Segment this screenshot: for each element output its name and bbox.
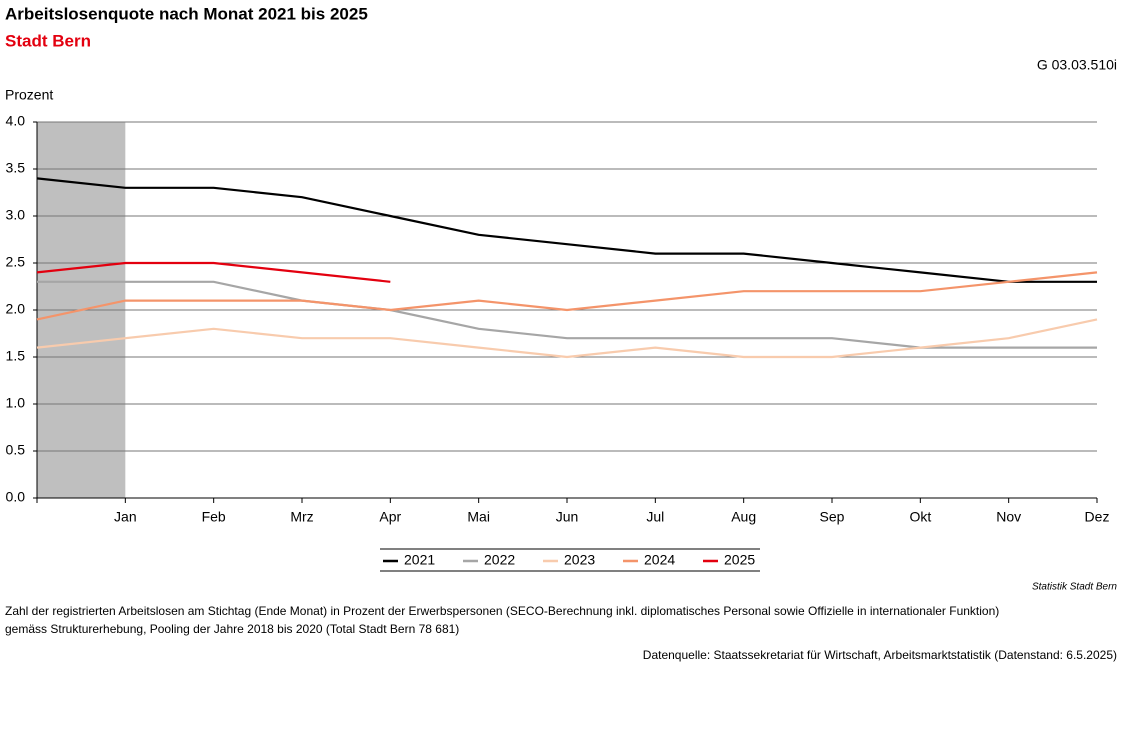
legend-label: 2022 (484, 552, 515, 568)
series-line (36, 318, 1098, 359)
x-tick-label: Mrz (290, 509, 313, 525)
x-tick-label: Okt (909, 509, 931, 525)
y-tick-label: 3.0 (6, 207, 26, 223)
chart-title: Arbeitslosenquote nach Monat 2021 bis 20… (5, 4, 368, 23)
x-tick-label: Nov (996, 509, 1021, 525)
legend-label: 2021 (404, 552, 435, 568)
x-tick-label: Sep (820, 509, 845, 525)
y-axis-label: Prozent (5, 87, 53, 103)
series-line (36, 177, 1097, 283)
y-tick-label: 3.5 (6, 160, 26, 176)
y-tick-label: 0.5 (6, 442, 26, 458)
footnote: Zahl der registrierten Arbeitslosen am S… (5, 604, 999, 618)
credit: Statistik Stadt Bern (1032, 582, 1117, 593)
y-tick-label: 0.0 (6, 489, 26, 505)
chart-code: G 03.03.510i (1037, 57, 1117, 73)
y-tick-label: 2.0 (6, 301, 26, 317)
chart-subtitle: Stadt Bern (5, 31, 91, 50)
series-line (37, 280, 1097, 349)
x-tick-label: Dez (1085, 509, 1110, 525)
legend-label: 2023 (564, 552, 595, 568)
y-tick-label: 1.5 (6, 348, 26, 364)
series-line (36, 261, 391, 283)
y-tick-label: 2.5 (6, 254, 26, 270)
legend-label: 2024 (644, 552, 675, 568)
legend-label: 2025 (724, 552, 755, 568)
x-tick-label: Aug (731, 509, 756, 525)
x-tick-label: Mai (467, 509, 490, 525)
x-tick-label: Jul (646, 509, 664, 525)
series-line (36, 271, 1098, 321)
source: Datenquelle: Staatssekretariat für Wirts… (643, 648, 1117, 662)
x-tick-label: Jan (114, 509, 137, 525)
x-tick-label: Jun (556, 509, 579, 525)
x-tick-label: Apr (379, 509, 401, 525)
x-tick-label: Feb (202, 509, 226, 525)
y-tick-label: 4.0 (6, 113, 26, 129)
y-tick-label: 1.0 (6, 395, 26, 411)
footnote: gemäss Strukturerhebung, Pooling der Jah… (5, 622, 459, 636)
